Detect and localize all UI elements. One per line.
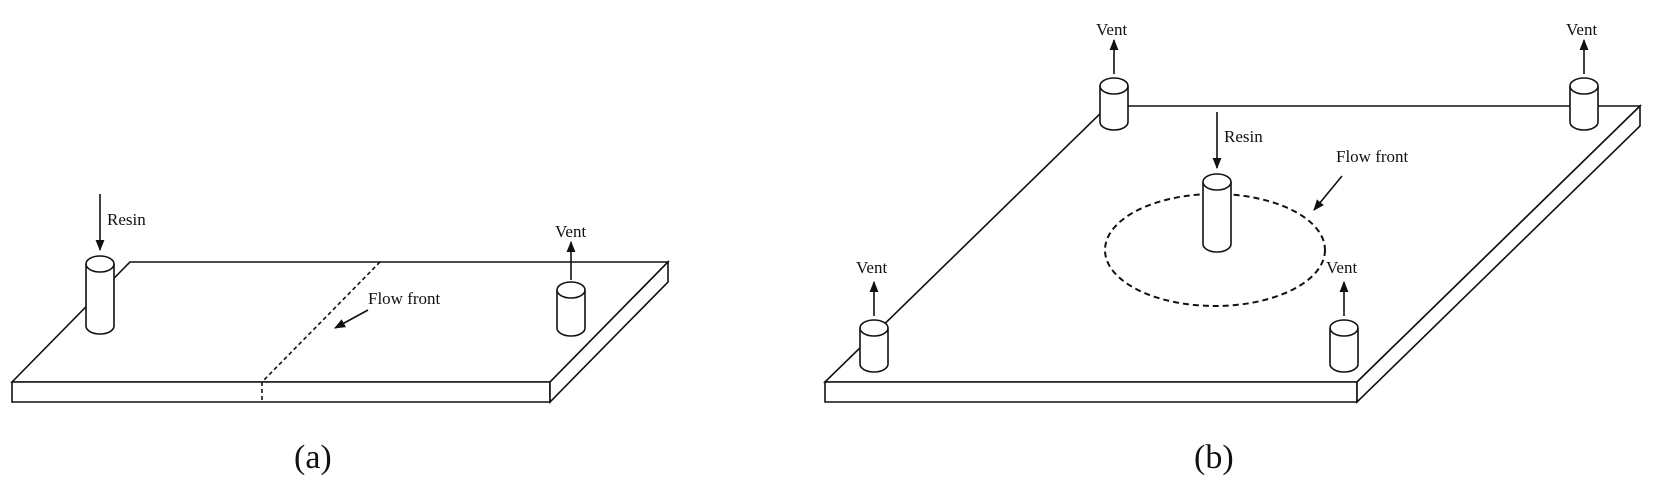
vent-label-b-bottom-left: Vent (856, 258, 887, 277)
vent-label-b-top-left: Vent (1096, 20, 1127, 39)
vent-label-b-bottom-right: Vent (1326, 258, 1357, 277)
flow-front-line-a (261, 261, 381, 383)
flow-front-label-a: Flow front (368, 289, 441, 308)
caption-a: (a) (294, 439, 332, 476)
panel-a: Resin Vent Flow front (a) (10, 194, 670, 476)
resin-label-a: Resin (107, 210, 146, 229)
vent-a (556, 281, 586, 337)
vent-b-top-right (1569, 77, 1599, 131)
resin-label-b: Resin (1224, 127, 1263, 146)
caption-b: (b) (1194, 439, 1234, 476)
vent-b-bottom-left (859, 319, 889, 373)
flow-front-pointer-b (1313, 175, 1343, 211)
flow-front-label-b: Flow front (1336, 147, 1409, 166)
vent-label-b-top-right: Vent (1566, 20, 1597, 39)
vent-b-top-left (1099, 77, 1129, 131)
resin-inlet-a (85, 255, 115, 335)
flow-front-pointer-a (334, 309, 369, 329)
plate-b (823, 104, 1642, 404)
panel-b: Resin Flow front Vent Vent Vent (823, 20, 1642, 476)
vent-label-a: Vent (555, 222, 586, 241)
resin-inlet-b (1202, 173, 1232, 253)
vent-b-bottom-right (1329, 319, 1359, 373)
